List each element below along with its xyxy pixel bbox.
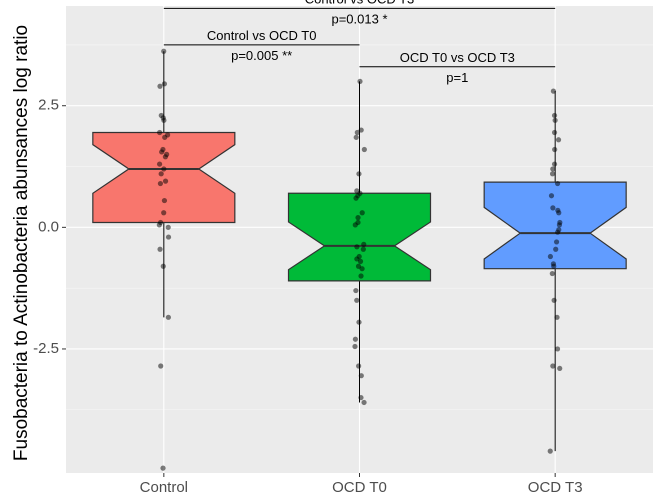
box-control [92, 131, 236, 224]
comparison-label: Control vs OCD T0 [207, 28, 317, 43]
data-point [356, 319, 362, 325]
box-ocd-t3 [483, 181, 627, 270]
x-tick-label: OCD T0 [332, 479, 387, 495]
data-point [359, 210, 365, 216]
data-point [161, 210, 167, 216]
data-point [161, 81, 168, 87]
data-point [549, 171, 556, 177]
data-point [553, 239, 560, 245]
data-point [352, 222, 358, 228]
data-point [548, 193, 555, 199]
data-point [554, 346, 561, 352]
data-point [358, 127, 364, 133]
data-point [162, 154, 169, 160]
y-tick-label: -2.5 [33, 340, 59, 357]
data-point [158, 171, 164, 177]
x-tick-label: Control [140, 479, 188, 495]
data-point [554, 180, 561, 187]
data-point [557, 365, 563, 372]
comparison-annotations: Control vs OCD T3 p=0.013 * Control vs OCD… [163, 0, 556, 85]
data-point [356, 171, 362, 177]
data-point [556, 222, 563, 228]
data-point [360, 246, 366, 252]
data-point [354, 297, 360, 303]
data-point [358, 394, 364, 401]
data-point [162, 178, 169, 184]
data-point [358, 373, 364, 379]
data-point [361, 241, 367, 247]
data-point [165, 234, 172, 240]
data-point [555, 229, 561, 235]
data-point [547, 253, 554, 260]
data-point [157, 246, 163, 252]
comparison-label: Control vs OCD T3 [305, 0, 415, 6]
data-point [547, 448, 553, 454]
data-point [161, 117, 167, 123]
x-tick-label: OCD T3 [528, 479, 583, 495]
data-point [157, 180, 164, 187]
data-point [161, 197, 168, 204]
data-point [157, 129, 163, 136]
data-point [355, 215, 361, 221]
data-point [353, 287, 359, 294]
boxes [92, 131, 627, 282]
data-point [552, 117, 558, 123]
p-value-label: p=0.005 ** [231, 48, 292, 63]
data-point [354, 244, 360, 250]
data-point [551, 129, 558, 136]
data-point [357, 258, 364, 264]
data-point [158, 363, 164, 369]
data-point [160, 263, 166, 269]
data-point [550, 166, 556, 172]
data-point [352, 336, 359, 342]
p-value-label: p=0.013 * [331, 11, 387, 26]
data-point [354, 256, 360, 262]
data-point [555, 137, 562, 143]
y-tick-label: 0.0 [38, 218, 59, 235]
data-point [358, 273, 364, 279]
comparison-label: OCD T0 vs OCD T3 [400, 50, 515, 65]
data-point [160, 465, 166, 471]
data-point [550, 363, 556, 369]
data-point [554, 314, 560, 320]
data-point [549, 270, 555, 277]
data-point [556, 210, 562, 216]
data-points [156, 48, 563, 471]
data-point [550, 205, 556, 211]
data-point [165, 314, 171, 320]
data-point [361, 146, 367, 153]
data-point [353, 134, 359, 140]
data-point [551, 112, 558, 119]
data-point [353, 195, 359, 201]
data-point [162, 134, 168, 140]
data-point [361, 399, 367, 406]
data-point [357, 78, 363, 85]
data-point [157, 83, 163, 89]
data-point [356, 363, 362, 369]
data-point [359, 266, 365, 272]
y-axis-ticks: -2.5 0.0 2.5 [33, 97, 66, 357]
data-point [354, 129, 360, 136]
data-point [161, 166, 167, 172]
box-ocd-t0 [287, 192, 432, 282]
data-point [551, 161, 558, 167]
data-point [553, 246, 559, 252]
data-point [551, 297, 557, 303]
data-point [551, 263, 557, 269]
data-point [352, 343, 358, 350]
x-axis-ticks: Control OCD T0 OCD T3 [140, 473, 583, 496]
data-point [156, 161, 163, 167]
y-axis-label: Fusobacteria to Actinobacteria abunsance… [11, 25, 32, 461]
y-tick-label: 2.5 [38, 97, 59, 114]
data-point [552, 146, 558, 153]
data-point [161, 48, 167, 54]
p-value-label: p=1 [446, 70, 468, 85]
data-point [165, 224, 171, 230]
data-point [159, 149, 165, 155]
data-point [156, 222, 162, 228]
data-point [550, 88, 557, 94]
